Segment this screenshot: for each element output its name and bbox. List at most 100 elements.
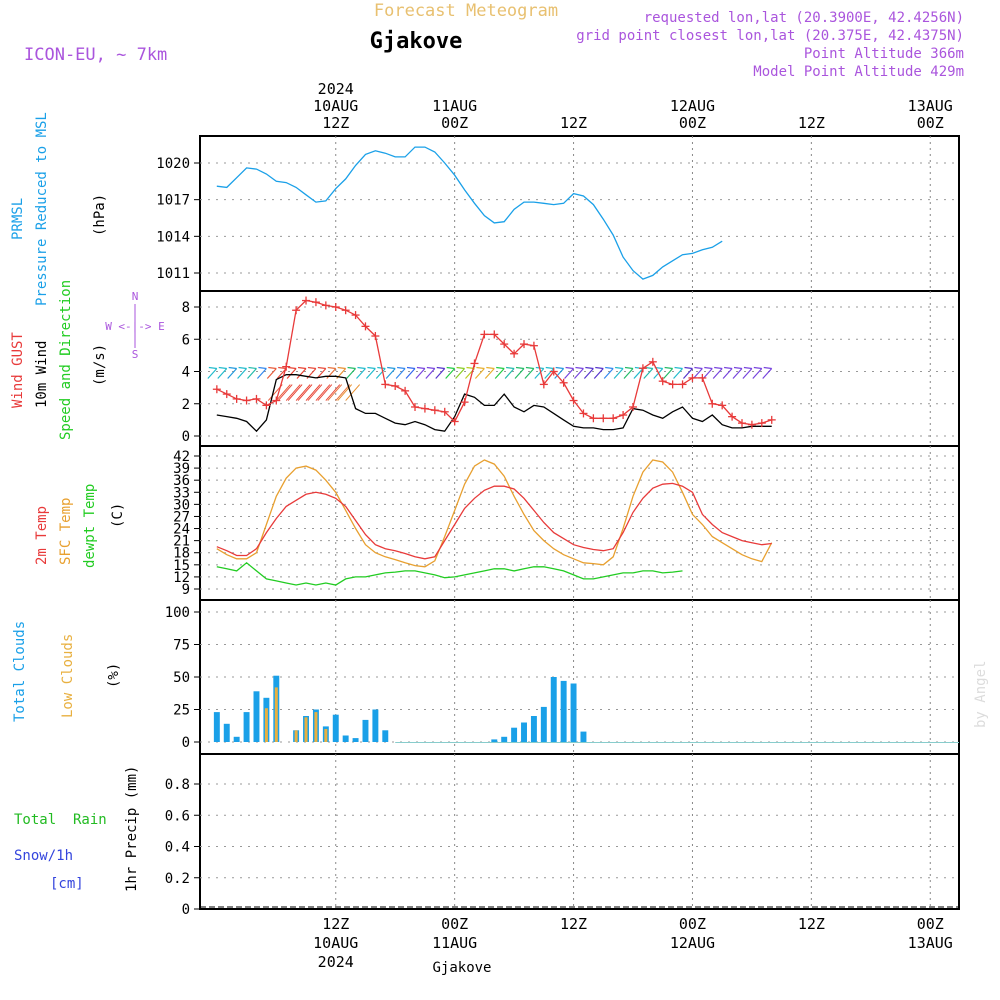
wind-barb xyxy=(633,368,644,379)
wind-barb-flag xyxy=(357,366,366,370)
tick-label: 100 xyxy=(165,605,190,621)
temp2m-line xyxy=(216,482,772,560)
snow-label: Snow/1h xyxy=(14,848,73,864)
time-label-top: 2024 xyxy=(318,80,354,98)
wind-barb-flag xyxy=(674,366,683,370)
wind-hatch xyxy=(285,384,301,401)
wind-hatch xyxy=(307,384,323,401)
watermark: by Angel xyxy=(973,661,989,728)
tick-label: 0.4 xyxy=(165,840,190,856)
tick-label: 1020 xyxy=(156,156,190,172)
time-label-top: 00Z xyxy=(441,114,468,132)
time-label-bottom: 00Z xyxy=(679,915,706,933)
total-cloud-bar xyxy=(560,680,567,742)
gust-line xyxy=(216,299,772,426)
wind-barb xyxy=(692,368,703,379)
tick-label: 0 xyxy=(182,429,190,445)
pressure-panel xyxy=(199,135,960,292)
wind-barb xyxy=(722,368,733,379)
tick-label: 2 xyxy=(182,397,190,413)
wind-barb-flag xyxy=(545,366,554,370)
wind-barb-flag xyxy=(595,366,604,370)
wind-hatch xyxy=(325,384,341,401)
wind-barb-flag xyxy=(714,366,723,370)
tick-label: 75 xyxy=(173,638,190,654)
tick-label: 12 xyxy=(173,570,190,586)
wind-hatch xyxy=(275,384,291,401)
wind-barb xyxy=(455,368,466,379)
wind-barb xyxy=(445,368,456,379)
wind-barb xyxy=(415,368,426,379)
total-cloud-bar xyxy=(342,735,349,742)
wind-barb-flag xyxy=(397,366,406,370)
wind-hatch xyxy=(315,384,331,401)
total-cloud-bar xyxy=(382,730,389,742)
time-label-bottom: 12Z xyxy=(798,915,825,933)
low-cloud-bar xyxy=(264,708,268,742)
total-cloud-bar xyxy=(233,736,240,742)
wind-barb-flag xyxy=(238,366,247,370)
wind-hatch xyxy=(345,384,361,401)
low-cloud-bar xyxy=(314,712,318,742)
wind-barb-flag xyxy=(476,366,485,370)
low-cloud-bar xyxy=(274,687,278,742)
wind-speed-dir-label: Speed and Direction xyxy=(58,280,74,440)
wind-barb xyxy=(484,368,495,379)
wind-barb xyxy=(564,368,575,379)
total-cloud-bar xyxy=(372,709,379,742)
wind-barb-flag xyxy=(496,366,505,370)
clouds-unit: (%) xyxy=(106,663,122,688)
wind-barb-flag xyxy=(664,366,673,370)
wind-hatch xyxy=(317,384,333,401)
temp-unit: (C) xyxy=(110,503,126,528)
wind-barb xyxy=(514,368,525,379)
compass-n: N xyxy=(132,290,139,303)
wind-barb xyxy=(762,368,773,379)
wind-barb xyxy=(544,368,555,379)
total-rain-label: Total Rain xyxy=(14,812,107,828)
wind-barb-flag xyxy=(704,366,713,370)
wind-hatch xyxy=(295,384,311,401)
wind-gust-label: Wind GUST xyxy=(10,332,26,408)
time-label-top: 13AUG xyxy=(908,97,953,115)
wind-barb xyxy=(524,368,535,379)
footer-station: Gjakove xyxy=(432,960,491,976)
tick-label: 0 xyxy=(182,902,190,918)
wind-barb xyxy=(237,368,248,379)
wind-barb xyxy=(227,368,238,379)
tick-label: 39 xyxy=(173,461,190,477)
tick-label: 36 xyxy=(173,473,190,489)
wind-barb xyxy=(593,368,604,379)
wind-barb xyxy=(395,368,406,379)
wind-barb xyxy=(534,368,545,379)
temp-sfc-label: SFC Temp xyxy=(58,498,74,565)
wind-barb-flag xyxy=(585,366,594,370)
tick-label: 18 xyxy=(173,546,190,562)
y-ticks: 1011101410171020024689121518212427303336… xyxy=(156,156,200,918)
wind10m-line xyxy=(216,374,772,433)
wind-barb-flag xyxy=(456,366,465,370)
wind-barb xyxy=(296,368,307,379)
total-cloud-bar xyxy=(213,712,220,742)
total-cloud-bar xyxy=(491,739,498,742)
wind-barb-flag xyxy=(743,366,752,370)
gridlines xyxy=(200,136,959,909)
wind-barb xyxy=(623,368,634,379)
time-label-top: 10AUG xyxy=(313,97,358,115)
wind-barb xyxy=(247,368,257,379)
wind-barb-flag xyxy=(268,366,277,370)
tick-label: 6 xyxy=(182,332,190,348)
time-label-bottom: 00Z xyxy=(441,915,468,933)
wind-barb xyxy=(603,368,614,379)
wind-barb-flag xyxy=(327,366,336,370)
requested-coords: requested lon,lat (20.3900E, 42.4256N) xyxy=(644,10,964,26)
pressure-msl-label: Pressure Reduced to MSL xyxy=(34,112,50,306)
wind-barb-flag xyxy=(684,366,693,370)
wind-barb xyxy=(474,368,485,379)
tick-label: 42 xyxy=(173,449,190,465)
temp-2m-label: 2m Temp xyxy=(34,506,50,565)
time-label-bottom: 10AUG xyxy=(313,934,358,952)
wind-barb-flag xyxy=(218,366,227,370)
